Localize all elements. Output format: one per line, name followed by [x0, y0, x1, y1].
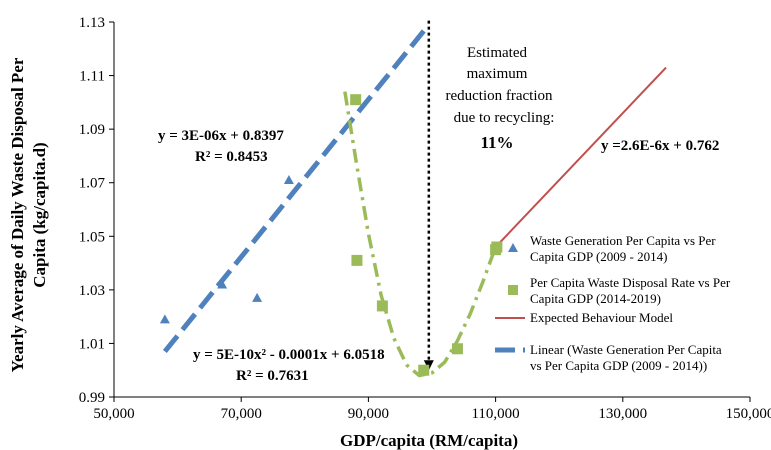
legend: Waste Generation Per Capita vs PerCapita… — [495, 233, 731, 373]
disposal-point — [491, 241, 503, 253]
plot-area — [159, 20, 667, 378]
generation-point — [252, 292, 263, 302]
generation-point — [283, 175, 294, 185]
y-tick-label: 1.09 — [79, 122, 105, 138]
linear-r-squared: R² = 0.8453 — [195, 149, 268, 165]
y-tick-label: 1.07 — [79, 176, 106, 192]
disposal-point — [451, 343, 463, 355]
legend-label: Capita GDP (2009 - 2014) — [530, 249, 667, 264]
legend-label: Per Capita Waste Disposal Rate vs Per — [530, 275, 731, 290]
reduction-value: 11% — [480, 133, 513, 152]
y-tick-label: 1.01 — [79, 336, 105, 352]
reduction-label-line3: reduction fraction — [445, 88, 553, 104]
x-tick-label: 110,000 — [471, 406, 519, 422]
poly-equation: y = 5E-10x² - 0.0001x + 6.0518 — [193, 347, 385, 363]
expected-equation: y =2.6E-6x + 0.762 — [601, 138, 719, 154]
expected-behaviour-line — [494, 66, 667, 248]
linear-trendline — [162, 23, 431, 354]
axes: 50,000 70,000 90,000 110,000 130,000 150,000 0… — [79, 15, 771, 422]
disposal-point — [351, 254, 363, 266]
y-tick-label: 1.11 — [79, 69, 105, 85]
linear-equation: y = 3E-06x + 0.8397 — [158, 128, 284, 144]
disposal-point — [350, 94, 362, 106]
poly-trendline — [343, 91, 498, 378]
disposal-point — [418, 364, 430, 376]
y-tick-label: 1.05 — [79, 229, 105, 245]
legend-label: Waste Generation Per Capita vs Per — [530, 233, 716, 248]
y-axis-title-line1: Yearly Average of Daily Waste Disposal P… — [8, 57, 27, 372]
x-tick-label: 130,000 — [598, 406, 647, 422]
generation-point — [159, 314, 170, 324]
reduction-label-line1: Estimated — [467, 45, 527, 61]
legend-label: Expected Behaviour Model — [530, 310, 673, 325]
legend-triangle-icon — [508, 243, 518, 252]
legend-label: Capita GDP (2014-2019) — [530, 291, 661, 306]
legend-label: vs Per Capita GDP (2009 - 2014)) — [530, 358, 707, 373]
y-tick-label: 0.99 — [79, 390, 105, 406]
reduction-label-line2: maximum — [467, 66, 528, 82]
generation-point — [217, 279, 228, 289]
poly-r-squared: R² = 0.7631 — [236, 368, 309, 384]
x-axis-title: GDP/capita (RM/capita) — [340, 431, 518, 450]
legend-square-icon — [508, 285, 518, 295]
disposal-point — [376, 300, 388, 312]
x-tick-label: 150,000 — [726, 406, 771, 422]
x-tick-label: 70,000 — [221, 406, 262, 422]
reduction-label-line4: due to recycling: — [454, 110, 555, 126]
y-axis-title-line2: Capita (kg/capita.d) — [30, 142, 49, 287]
y-tick-label: 1.03 — [79, 283, 105, 299]
legend-label: Linear (Waste Generation Per Capita — [530, 342, 722, 357]
x-tick-label: 50,000 — [93, 406, 134, 422]
x-tick-label: 90,000 — [348, 406, 389, 422]
y-tick-label: 1.13 — [79, 15, 105, 31]
